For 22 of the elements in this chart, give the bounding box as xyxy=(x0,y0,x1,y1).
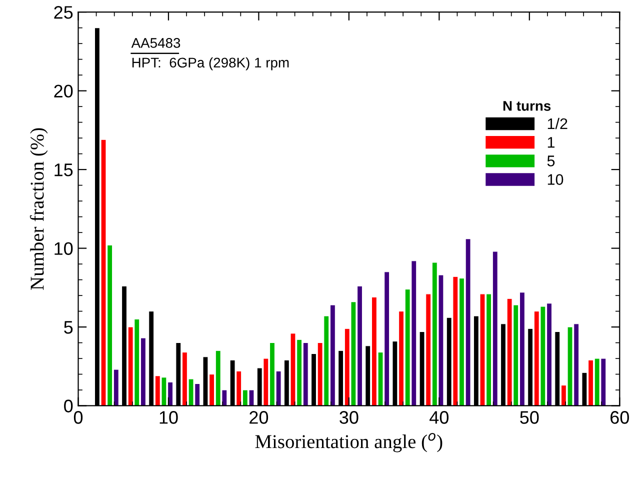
x-tick-label: 50 xyxy=(520,411,539,424)
y-tick-label: 25 xyxy=(54,6,73,19)
annotation: HPT: 6GPa (298K) 1 rpm xyxy=(132,57,289,70)
legend-title: N turns xyxy=(503,101,551,111)
legend-label: 1 xyxy=(548,137,555,148)
legend-label: 10 xyxy=(548,174,564,185)
y-tick-label: 10 xyxy=(54,242,73,255)
legend-label: 5 xyxy=(547,156,555,166)
x-axis-title: Misorientation angle ($^{o}$) xyxy=(255,432,442,452)
y-tick-label: 0 xyxy=(64,400,73,412)
x-tick-label: 60 xyxy=(610,411,629,424)
y-tick-label: 20 xyxy=(54,84,73,98)
x-tick-label: 30 xyxy=(340,411,358,424)
annotation: AA5483 xyxy=(131,38,180,48)
x-tick-label: 40 xyxy=(430,411,449,424)
x-tick-label: 0 xyxy=(74,411,83,424)
y-tick-label: 15 xyxy=(54,164,73,176)
y-tick-label: 5 xyxy=(64,321,73,334)
legend-label: 1/2 xyxy=(548,118,568,130)
x-tick-label: 10 xyxy=(160,411,178,424)
x-tick-label: 20 xyxy=(250,411,268,424)
y-axis-title: Number fraction (%) xyxy=(30,128,48,290)
